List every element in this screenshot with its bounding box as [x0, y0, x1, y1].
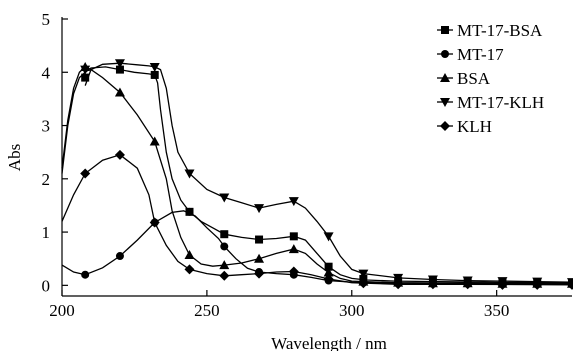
y-axis-title: Abs: [5, 144, 24, 171]
data-point-klh: [393, 279, 404, 290]
data-point-klh: [219, 270, 230, 281]
series-line-klh: [61, 154, 573, 286]
legend-label: MT-17-KLH: [457, 93, 544, 112]
data-point-mt-17-bsa: [115, 65, 124, 74]
data-point-mt-17: [220, 242, 229, 251]
series-line-mt-17-klh: [84, 62, 573, 283]
legend-entry-mt-17: MT-17: [437, 45, 504, 64]
data-point-mt-17: [115, 252, 124, 261]
data-point-klh: [427, 279, 438, 290]
series-line-bsa: [61, 66, 573, 285]
legend-entry-mt-17-klh: MT-17-KLH: [437, 93, 544, 112]
data-point-bsa: [254, 253, 265, 263]
data-point-klh: [288, 266, 299, 277]
data-point-klh: [80, 168, 91, 179]
legend-entry-klh: KLH: [437, 117, 492, 136]
y-tick-label: 2: [42, 170, 51, 189]
data-point-klh: [114, 149, 125, 160]
data-point-mt-17-bsa: [255, 235, 264, 244]
data-point-mt-17-klh: [184, 169, 195, 179]
data-point-bsa: [219, 260, 230, 270]
data-point-klh: [567, 279, 573, 290]
x-tick-label: 200: [49, 301, 75, 320]
legend: MT-17-BSA MT-17 BSA MT-17-KLH KLH: [437, 21, 544, 136]
data-point-klh: [323, 273, 334, 284]
x-tick-label: 300: [339, 301, 365, 320]
series-klh: [61, 149, 573, 290]
x-tick-label: 250: [194, 301, 220, 320]
data-point-mt-17-klh: [288, 197, 299, 207]
legend-label: KLH: [457, 117, 492, 136]
axes: [61, 17, 572, 297]
data-point-klh: [462, 279, 473, 290]
legend-marker-klh: [440, 121, 450, 131]
data-point-mt-17-klh: [114, 59, 125, 69]
data-point-mt-17-bsa: [289, 232, 298, 241]
y-tick-label: 3: [42, 117, 51, 136]
data-point-mt-17-klh: [323, 232, 334, 242]
data-point-mt-17-klh: [254, 204, 265, 214]
data-point-mt-17-klh: [219, 193, 230, 203]
data-point-mt-17-bsa: [150, 70, 159, 79]
data-point-mt-17: [185, 207, 194, 216]
legend-entry-bsa: BSA: [437, 69, 491, 88]
data-point-klh: [358, 278, 369, 289]
data-point-klh: [497, 279, 508, 290]
data-point-klh: [184, 264, 195, 275]
data-point-mt-17-klh: [358, 269, 369, 279]
data-point-klh: [532, 279, 543, 290]
data-point-mt-17-bsa: [220, 230, 229, 239]
data-point-mt-17: [81, 270, 90, 279]
legend-label: MT-17: [457, 45, 504, 64]
y-tick-label: 1: [42, 223, 51, 242]
y-tick-label: 5: [42, 10, 51, 29]
data-point-mt-17-bsa: [81, 73, 90, 82]
data-point-klh: [254, 268, 265, 279]
legend-marker-bsa: [440, 73, 450, 82]
data-point-mt-17-klh: [80, 65, 91, 75]
data-point-bsa: [323, 267, 334, 277]
legend-marker-mt-17: [441, 50, 449, 58]
legend-marker-mt-17-klh: [440, 98, 450, 107]
data-point-mt-17-klh: [149, 62, 160, 72]
y-tick-label: 0: [42, 276, 51, 295]
data-point-bsa: [149, 136, 160, 146]
data-point-mt-17-bsa: [324, 262, 333, 271]
data-point-bsa: [288, 244, 299, 254]
data-point-bsa: [114, 87, 125, 97]
x-axis-title: Wavelength / nm: [271, 334, 387, 351]
legend-label: BSA: [457, 69, 491, 88]
x-tick-label: 350: [484, 301, 510, 320]
data-point-bsa: [184, 249, 195, 259]
legend-label: MT-17-BSA: [457, 21, 543, 40]
plot-area: [61, 59, 573, 290]
legend-marker-mt-17-bsa: [441, 26, 449, 34]
legend-entry-mt-17-bsa: MT-17-BSA: [437, 21, 543, 40]
y-tick-label: 4: [42, 63, 51, 82]
data-point-mt-17-klh: [393, 273, 404, 283]
ticks: 200 250 300 350 0 1 2 3 4 5: [42, 10, 510, 320]
data-point-klh: [149, 217, 160, 228]
